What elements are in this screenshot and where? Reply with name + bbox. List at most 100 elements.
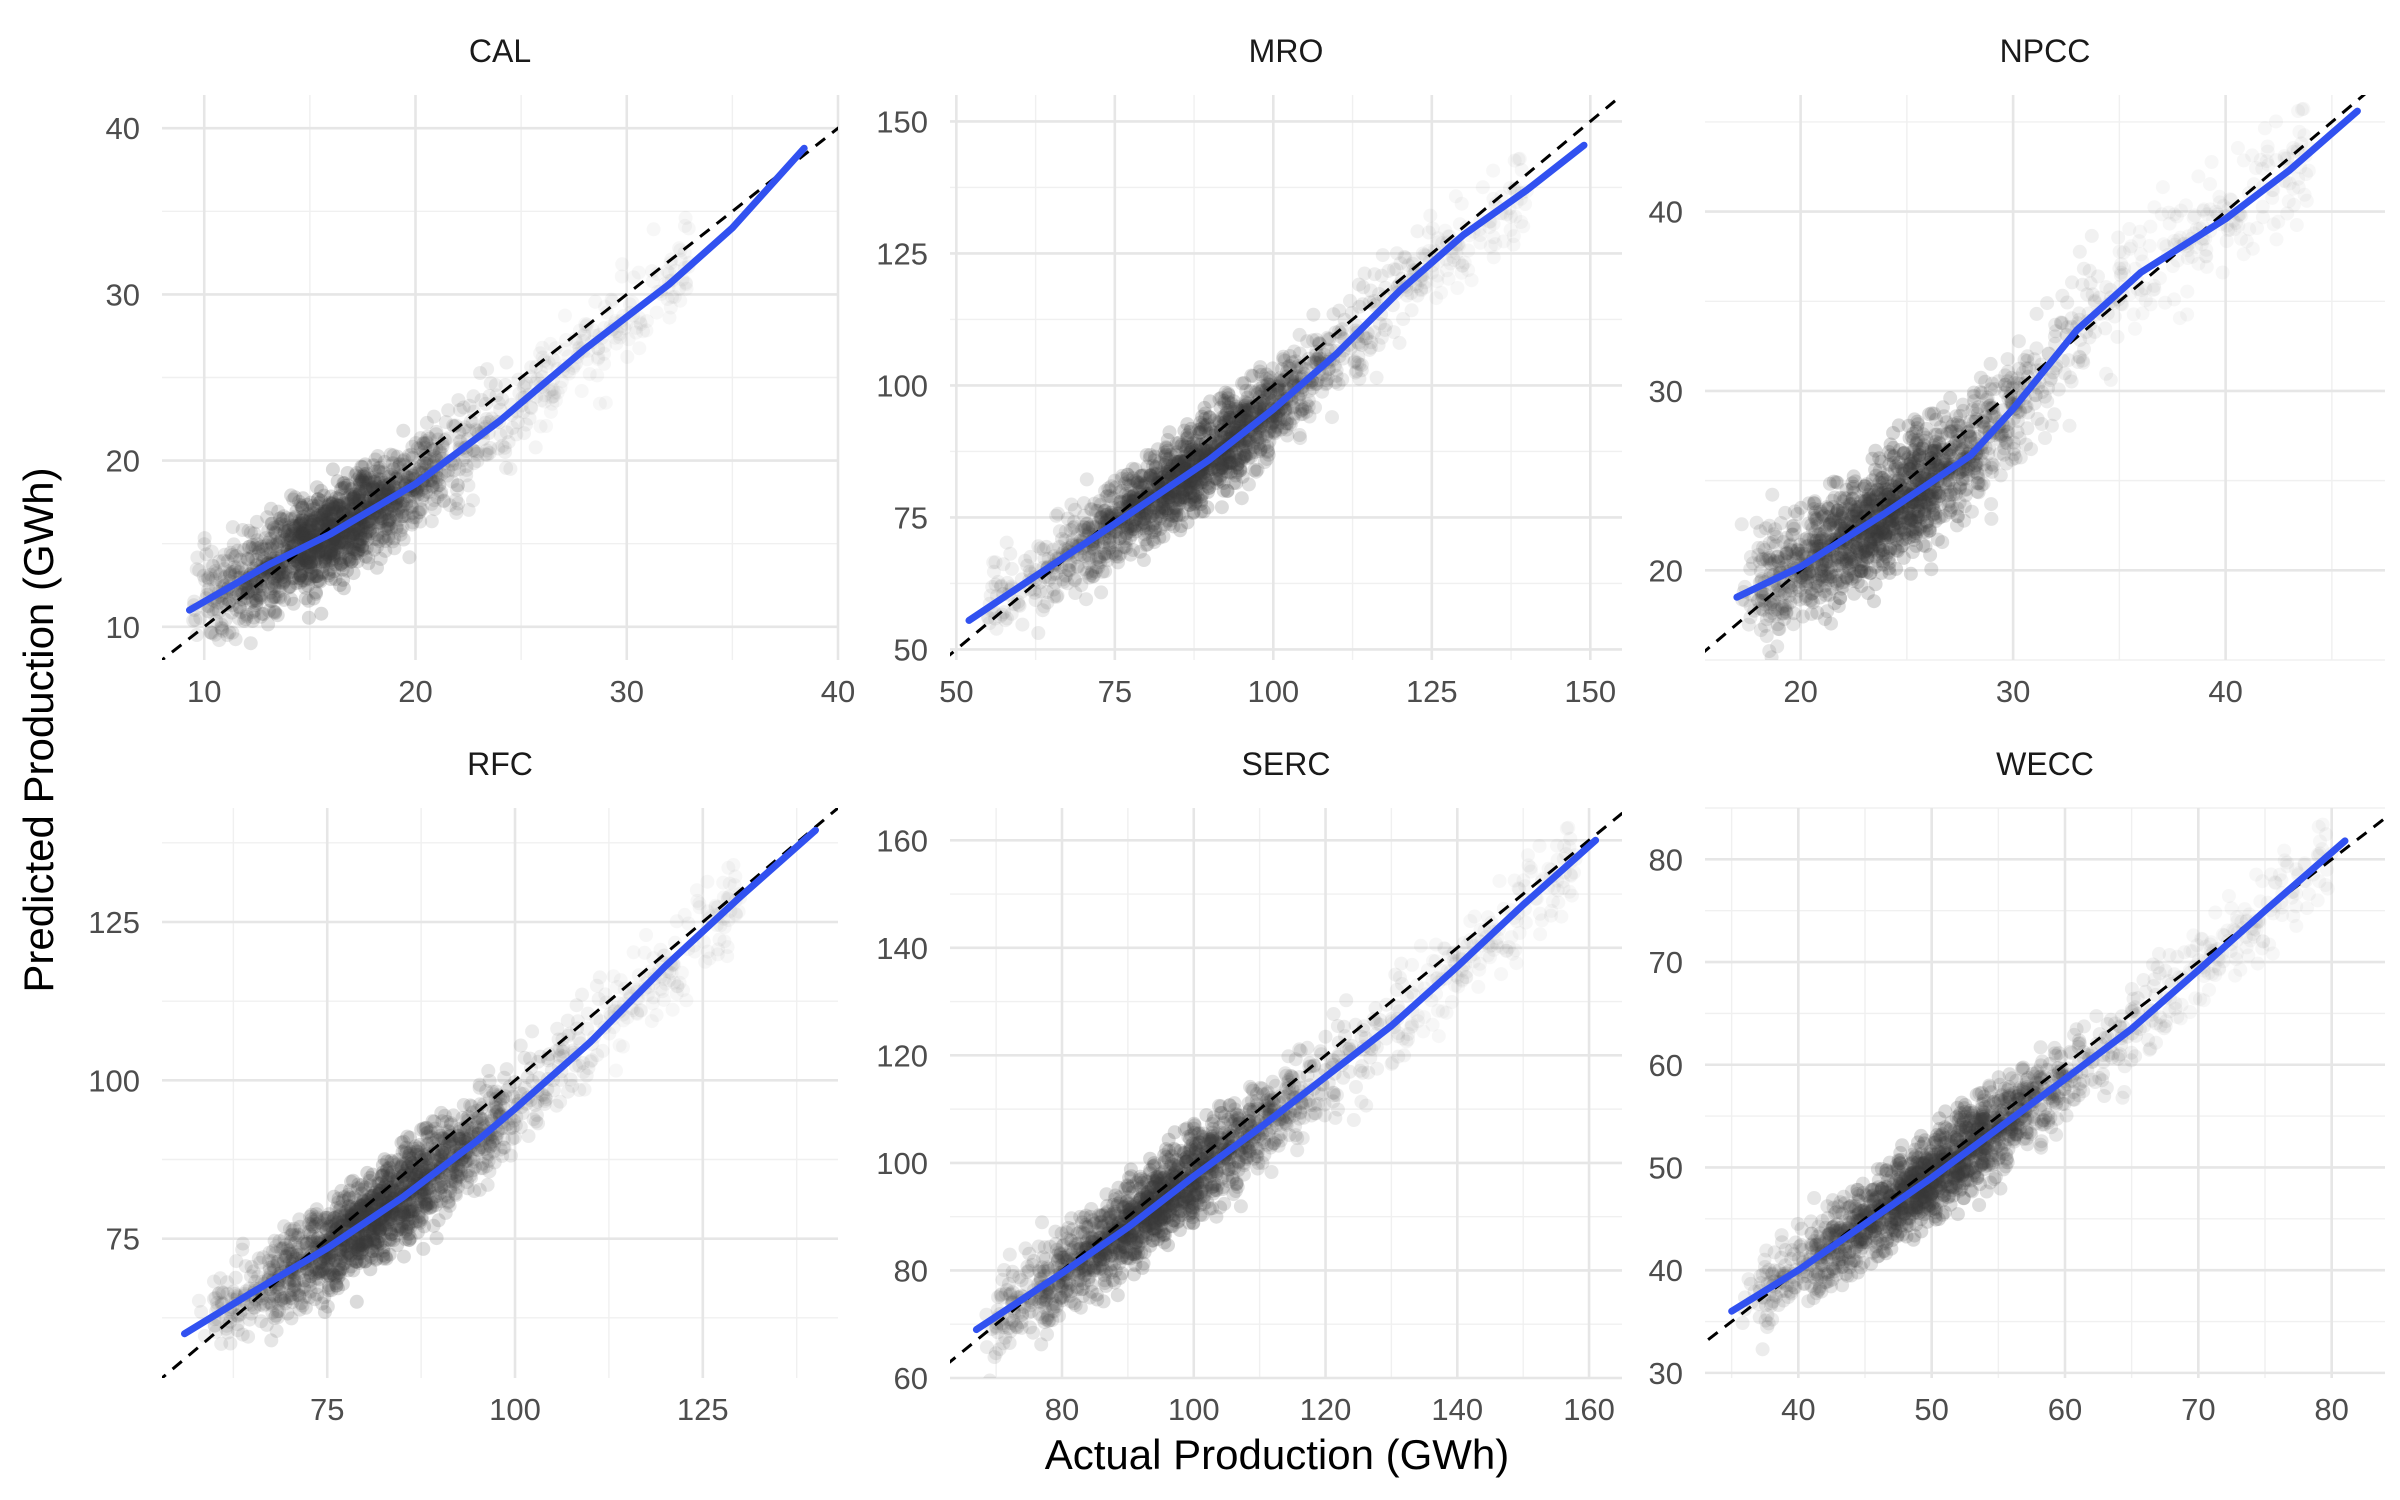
scatter-point	[1102, 533, 1117, 548]
scatter-point	[335, 562, 350, 577]
scatter-point	[2007, 447, 2022, 462]
scatter-point	[2180, 284, 2195, 299]
scatter-point	[1221, 400, 1236, 414]
scatter-point	[1790, 542, 1805, 557]
scatter-point	[1984, 408, 1999, 423]
scatter-point	[1136, 468, 1151, 483]
scatter-point	[395, 496, 410, 511]
scatter-point	[2152, 271, 2167, 286]
scatter-point	[645, 274, 660, 289]
scatter-point	[332, 499, 347, 513]
scatter-point	[523, 400, 538, 415]
scatter-point	[1196, 504, 1211, 519]
scatter-point	[1839, 570, 1854, 585]
scatter-point	[1311, 351, 1326, 366]
scatter-point	[1186, 486, 1201, 501]
scatter-point	[1177, 423, 1192, 438]
scatter-point	[306, 514, 321, 529]
scatter-point	[254, 579, 269, 594]
scatter-point	[328, 541, 343, 556]
scatter-point	[660, 292, 675, 306]
scatter-point	[260, 510, 275, 525]
scatter-point	[1163, 517, 1178, 532]
scatter-point	[479, 412, 494, 426]
scatter-point	[1200, 485, 1215, 499]
gridlines	[950, 95, 1622, 660]
scatter-point	[370, 560, 384, 575]
scatter-point	[1187, 448, 1202, 463]
scatter-point	[296, 521, 310, 536]
scatter-point	[278, 532, 292, 547]
scatter-point	[1127, 491, 1142, 506]
scatter-point	[1325, 410, 1339, 425]
scatter-point	[249, 596, 264, 611]
scatter-point	[1963, 430, 1977, 445]
scatter-point	[343, 482, 358, 497]
scatter-point	[450, 483, 465, 498]
scatter-point	[1319, 376, 1334, 391]
scatter-point	[1889, 561, 1904, 576]
scatter-point	[389, 521, 404, 536]
scatter-point	[1095, 507, 1110, 522]
scatter-point	[1046, 582, 1061, 597]
scatter-point	[254, 590, 269, 605]
scatter-point	[267, 579, 282, 594]
scatter-point	[359, 466, 374, 481]
scatter-point	[1174, 482, 1189, 496]
scatter-point	[1896, 526, 1911, 541]
scatter-point	[1146, 532, 1160, 547]
scatter-point	[274, 568, 289, 582]
scatter-point	[1423, 208, 1438, 223]
scatter-point	[284, 529, 299, 544]
scatter-point	[1335, 372, 1350, 387]
scatter-point	[1862, 491, 1877, 506]
scatter-point	[1210, 457, 1225, 471]
scatter-point	[1234, 491, 1249, 506]
scatter-point	[466, 404, 481, 419]
scatter-point	[1771, 555, 1786, 570]
scatter-point	[1169, 508, 1184, 523]
scatter-point	[308, 544, 323, 559]
scatter-point	[261, 535, 276, 550]
scatter-point	[1973, 452, 1988, 467]
scatter-point	[453, 403, 467, 417]
scatter-point	[1119, 526, 1134, 541]
scatter-point	[1889, 528, 1904, 542]
scatter-point	[1430, 268, 1445, 283]
scatter-point	[366, 490, 381, 505]
scatter-point	[1186, 435, 1201, 450]
scatter-point	[1180, 428, 1195, 443]
scatter-points	[186, 210, 697, 651]
scatter-point	[1148, 460, 1163, 475]
scatter-point	[1418, 280, 1433, 295]
scatter-point	[1848, 509, 1863, 524]
scatter-point	[1156, 501, 1171, 516]
scatter-point	[314, 554, 328, 569]
scatter-point	[2223, 192, 2238, 207]
scatter-point	[1351, 336, 1366, 351]
scatter-point	[355, 460, 370, 475]
scatter-point	[1514, 215, 1528, 229]
scatter-point	[1924, 446, 1939, 461]
scatter-point	[1876, 557, 1891, 572]
scatter-point	[1912, 522, 1927, 536]
scatter-point	[1198, 471, 1213, 486]
scatter-point	[1445, 250, 1460, 264]
scatter-point	[1970, 484, 1985, 499]
scatter-point	[1852, 547, 1867, 562]
scatter-point	[1812, 590, 1827, 605]
scatter-point	[1811, 579, 1826, 593]
scatter-point	[1845, 510, 1859, 524]
scatter-point	[323, 572, 338, 586]
scatter-point	[1092, 552, 1107, 567]
scatter-point	[1246, 436, 1261, 451]
scatter-point	[370, 539, 384, 554]
scatter-point	[264, 516, 279, 531]
scatter-point	[273, 534, 288, 548]
scatter-point	[1952, 433, 1967, 448]
scatter-point	[1143, 468, 1158, 483]
scatter-point	[1861, 487, 1876, 502]
scatter-point	[1809, 516, 1824, 531]
scatter-point	[631, 265, 646, 280]
scatter-point	[295, 560, 310, 575]
